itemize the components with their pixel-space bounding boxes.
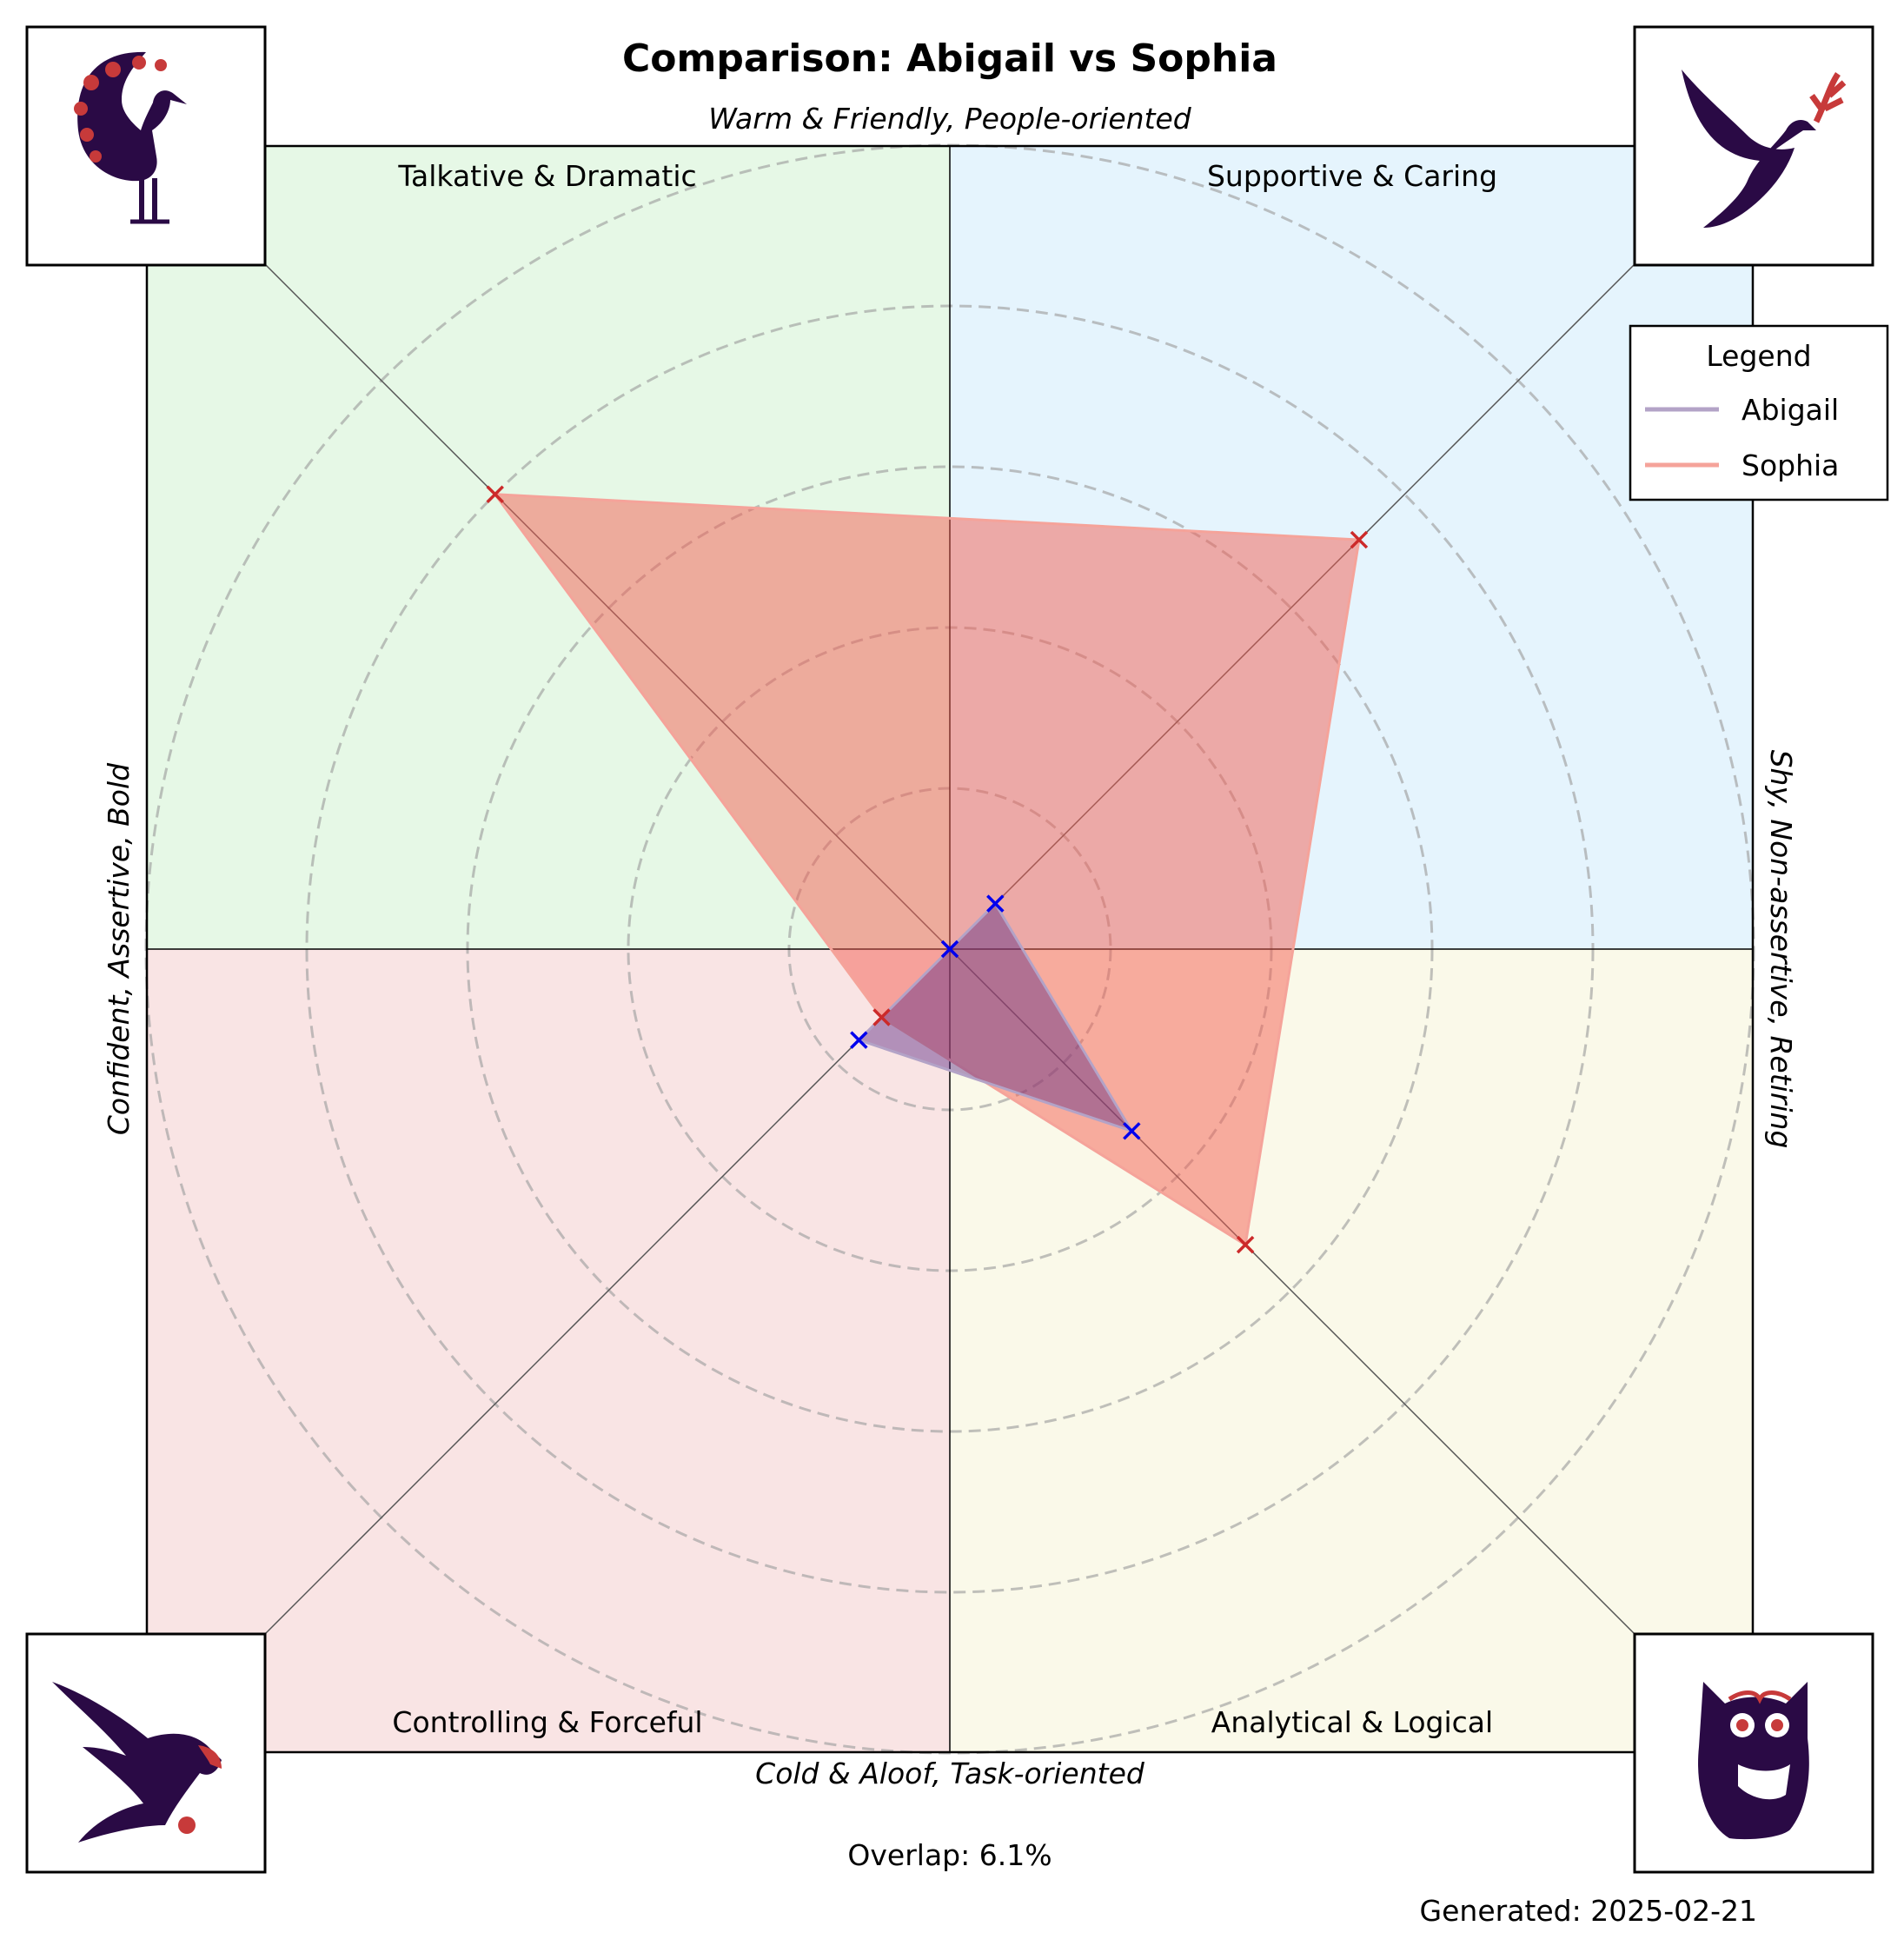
- quadrant-label-top-left: Talkative & Dramatic: [397, 159, 696, 193]
- legend: Legend Abigail Sophia: [1629, 324, 1889, 501]
- legend-label-sophia: Sophia: [1741, 448, 1839, 482]
- series-layer: [486, 485, 1369, 1254]
- axis-label-top: Warm & Friendly, People-oriented: [708, 102, 1192, 136]
- axis-label-bottom: Cold & Aloof, Task-oriented: [755, 1757, 1145, 1790]
- quadrant-label-bottom-right: Analytical & Logical: [1211, 1705, 1493, 1739]
- overlap-text: Overlap: 6.1%: [847, 1838, 1052, 1872]
- eagle-icon-box: [25, 1632, 267, 1874]
- quadrant-label-top-right: Supportive & Caring: [1207, 159, 1497, 193]
- quadrant-label-bottom-left: Controlling & Forceful: [392, 1705, 702, 1739]
- spoke-bottom-left: [265, 948, 951, 1634]
- axis-label-right: Shy, Non-assertive, Retiring: [1764, 750, 1798, 1149]
- legend-label-abigail: Abigail: [1741, 393, 1839, 427]
- legend-title: Legend: [1706, 339, 1811, 373]
- peacock-icon: [74, 51, 187, 224]
- dove-icon: [1682, 70, 1847, 228]
- legend-box: [1629, 324, 1889, 501]
- point-abigail-3: [1123, 1122, 1141, 1140]
- point-abigail-2: [986, 894, 1005, 913]
- plot-border: [145, 144, 1755, 1754]
- dove-icon-box: [1633, 25, 1874, 267]
- point-sophia-1: [486, 485, 504, 503]
- eagle-icon: [52, 1682, 222, 1843]
- point-abigail-1: [940, 940, 959, 959]
- point-sophia-2: [1350, 530, 1369, 549]
- point-sophia-4: [872, 1008, 891, 1026]
- axis-label-left: Confident, Assertive, Bold: [102, 762, 136, 1135]
- point-abigail-4: [850, 1031, 868, 1049]
- owl-icon: [1698, 1682, 1809, 1840]
- point-sophia-3: [1236, 1235, 1255, 1254]
- owl-icon-box: [1633, 1632, 1874, 1874]
- chart-title: Comparison: Abigail vs Sophia: [622, 37, 1277, 81]
- peacock-icon-box: [25, 25, 267, 267]
- generated-date: Generated: 2025-02-21: [1420, 1894, 1757, 1928]
